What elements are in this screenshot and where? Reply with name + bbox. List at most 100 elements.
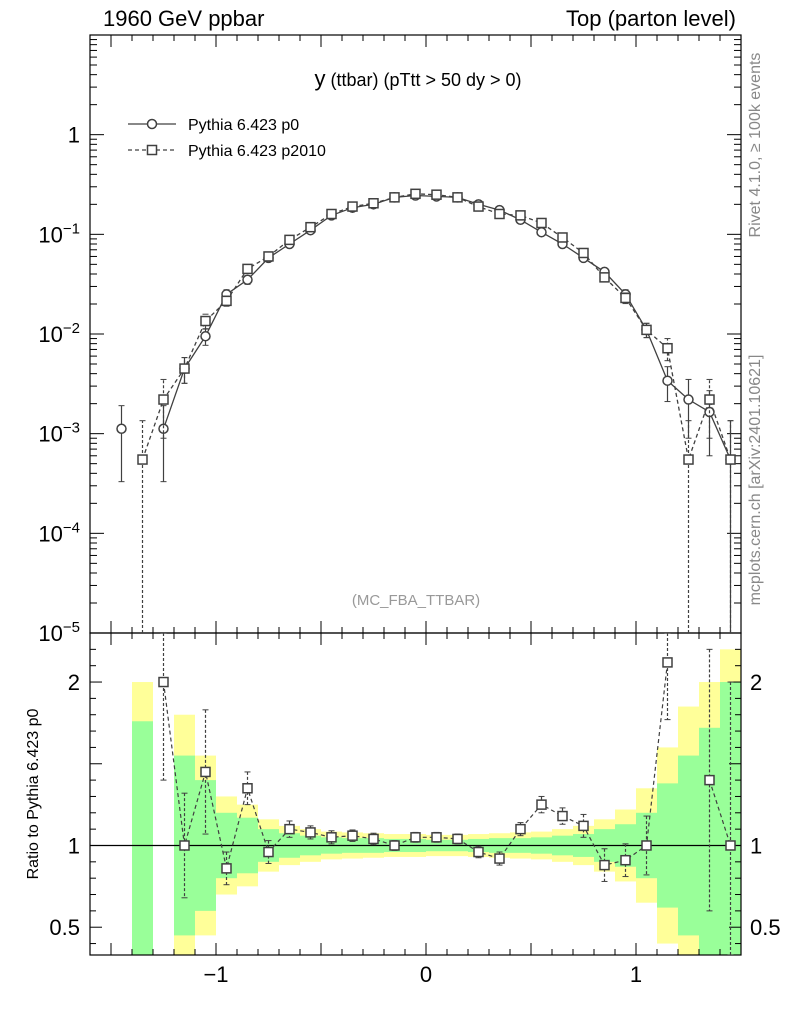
p2010-marker — [536, 217, 547, 229]
p0-series — [116, 190, 736, 633]
p2010-marker — [368, 198, 379, 209]
ratio-tick-label-right: 0.5 — [750, 915, 781, 940]
ratio-bands — [132, 649, 741, 955]
header-right-label: Top (parton level) — [566, 6, 736, 31]
ratio-marker — [536, 799, 547, 810]
p2010-marker — [263, 251, 274, 262]
p2010-marker — [158, 394, 169, 405]
ratio-marker — [305, 827, 316, 838]
p0-line — [162, 194, 732, 460]
p2010-marker — [578, 247, 589, 259]
p0-marker — [158, 423, 169, 435]
ratio-marker — [641, 840, 652, 851]
ratio-marker — [179, 840, 190, 851]
p0-marker — [662, 375, 673, 386]
p2010-series — [137, 188, 736, 633]
ratio-marker — [515, 823, 526, 835]
p0-marker — [116, 423, 127, 435]
p0-marker — [242, 274, 253, 286]
p2010-marker — [662, 342, 673, 354]
y-tick-label: 10−4 — [38, 519, 80, 546]
x-tick-label: 0 — [420, 962, 432, 987]
p0-marker — [200, 330, 211, 342]
ratio-marker — [263, 846, 274, 858]
axis-ticks — [90, 35, 741, 955]
ratio-marker — [620, 854, 631, 866]
x-tick-label: −1 — [203, 962, 228, 987]
mcplots-credit-label: mcplots.cern.ch [arXiv:2401.10621] — [747, 355, 764, 606]
p2010-marker — [200, 315, 211, 327]
ratio-marker — [347, 830, 358, 841]
ratio-marker — [200, 766, 211, 778]
p0-marker — [683, 394, 694, 405]
p2010-marker — [515, 210, 526, 221]
p2010-marker — [704, 394, 715, 405]
ratio-marker — [410, 832, 421, 843]
ratio-marker — [662, 657, 673, 668]
p2010-marker — [725, 454, 736, 465]
p2010-marker — [431, 189, 442, 200]
ratio-tick-label-left: 1 — [68, 833, 80, 858]
y-tick-label: 10−5 — [38, 619, 80, 646]
plot-title: y (ttbar) (pTtt > 50 dy > 0) — [314, 66, 521, 91]
legend: Pythia 6.423 p0 Pythia 6.423 p2010 — [128, 117, 326, 160]
p2010-marker — [452, 192, 463, 203]
p2010-marker — [137, 454, 148, 465]
ratio-marker — [389, 840, 400, 851]
legend-label-p0: Pythia 6.423 p0 — [188, 117, 299, 134]
p0-marker — [536, 226, 547, 238]
p2010-marker — [284, 234, 295, 246]
analysis-watermark: (MC_FBA_TTBAR) — [352, 592, 480, 609]
ratio-tick-label-right: 2 — [750, 670, 762, 695]
p2010-marker — [494, 208, 505, 220]
header-left-label: 1960 GeV ppbar — [103, 6, 265, 31]
ratio-marker — [452, 833, 463, 845]
p2010-marker — [410, 188, 421, 200]
ratio-marker — [494, 853, 505, 864]
p2010-marker — [620, 292, 631, 304]
ratio-marker — [242, 783, 253, 794]
p2010-marker — [599, 272, 610, 283]
ratio-marker — [704, 774, 715, 786]
ratio-y-axis-label: Ratio to Pythia 6.423 p0 — [25, 709, 42, 880]
p2010-marker — [347, 201, 358, 212]
ratio-marker — [473, 846, 484, 858]
rivet-version-label: Rivet 4.1.0, ≥ 100k events — [747, 53, 764, 238]
ratio-marker — [578, 820, 589, 832]
ratio-tick-label-right: 1 — [750, 833, 762, 858]
y-tick-label: 10−2 — [38, 320, 80, 347]
y-tick-label: 10−1 — [38, 220, 80, 247]
legend-marker-p0 — [146, 118, 158, 130]
p2010-marker — [242, 263, 253, 275]
ratio-series — [158, 633, 736, 955]
inner-band-bin — [132, 721, 153, 955]
ratio-marker — [221, 863, 232, 874]
legend-marker-p2010 — [146, 144, 158, 156]
ratio-marker — [368, 833, 379, 845]
ratio-tick-label-left: 0.5 — [49, 915, 80, 940]
ratio-marker — [284, 823, 295, 835]
ratio-marker — [725, 840, 736, 851]
p2010-marker — [389, 192, 400, 203]
p2010-marker — [557, 232, 568, 243]
p2010-marker — [305, 221, 316, 233]
y-tick-label: 1 — [68, 123, 80, 148]
p2010-marker — [221, 295, 232, 307]
ratio-line — [708, 779, 732, 846]
ratio-marker — [557, 810, 568, 822]
ratio-marker — [599, 859, 610, 871]
ratio-tick-label-left: 2 — [68, 670, 80, 695]
y-tick-label: 10−3 — [38, 420, 80, 447]
p2010-marker — [641, 324, 652, 336]
p2010-marker — [179, 363, 190, 374]
ratio-marker — [326, 832, 337, 843]
p2010-marker — [683, 454, 694, 465]
x-tick-label: 1 — [630, 962, 642, 987]
ratio-panel-frame — [89, 632, 742, 956]
ratio-marker — [431, 832, 442, 843]
p2010-marker — [473, 201, 484, 212]
legend-label-p2010: Pythia 6.423 p2010 — [188, 143, 326, 160]
ratio-marker — [158, 676, 169, 688]
p2010-marker — [326, 208, 337, 220]
